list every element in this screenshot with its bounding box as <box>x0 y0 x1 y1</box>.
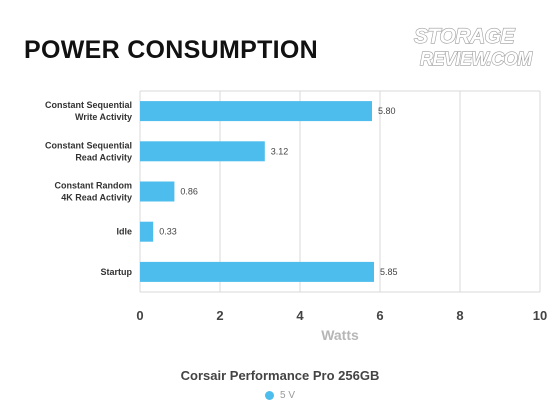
bar <box>140 181 175 202</box>
value-label: 0.33 <box>159 227 177 237</box>
storagereview-logo: STORAGE REVIEW.COM <box>413 24 534 69</box>
svg-text:STORAGE: STORAGE <box>414 25 515 48</box>
bar <box>140 261 374 282</box>
category-label: Constant Random <box>55 181 133 191</box>
x-tick-label: 8 <box>456 308 463 323</box>
value-label: 5.85 <box>380 267 398 277</box>
chart-title: POWER CONSUMPTION <box>24 36 318 64</box>
legend-label: 5 V <box>279 390 295 401</box>
x-tick-label: 2 <box>216 308 223 323</box>
category-label: Startup <box>101 267 133 277</box>
x-tick-label: 4 <box>296 308 304 323</box>
x-tick-label: 0 <box>136 308 143 323</box>
x-tick-label: 10 <box>533 308 547 323</box>
x-axis-title: Watts <box>321 327 359 343</box>
category-label: Constant Sequential <box>45 140 132 150</box>
legend-marker <box>264 391 274 400</box>
value-label: 5.80 <box>378 106 396 116</box>
legend: 5 V <box>0 390 560 401</box>
category-label: Read Activity <box>75 152 132 162</box>
value-label: 0.86 <box>180 187 198 197</box>
category-label: 4K Read Activity <box>61 193 132 203</box>
category-label: Idle <box>116 227 132 237</box>
bar <box>140 141 265 162</box>
value-label: 3.12 <box>271 146 289 156</box>
bar <box>140 221 154 242</box>
bar <box>140 101 372 122</box>
chart-subtitle: Corsair Performance Pro 256GB <box>180 368 380 383</box>
svg-text:REVIEW.COM: REVIEW.COM <box>420 49 533 69</box>
category-label: Constant Sequential <box>45 100 132 110</box>
x-tick-label: 6 <box>376 308 383 323</box>
category-label: Write Activity <box>75 112 132 122</box>
